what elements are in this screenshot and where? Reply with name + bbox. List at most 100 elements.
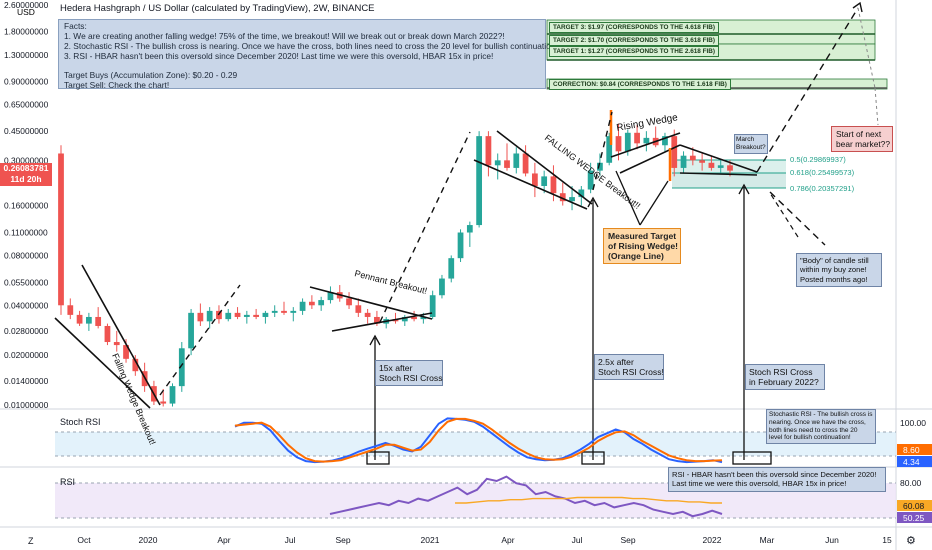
candle-body-4 [95, 316, 102, 326]
candle-body-72 [727, 165, 733, 171]
cross-box-2 [581, 451, 605, 465]
candle-body-47 [494, 160, 501, 166]
y-tick-8: 0.11000000 [4, 228, 48, 238]
candle-body-52 [541, 176, 548, 186]
measured-line-2: of Rising Wedge! [608, 241, 679, 251]
candle-body-41 [439, 278, 445, 296]
candle-body-49 [513, 153, 520, 168]
bear-market-note: Start of next bear market?? [831, 126, 893, 152]
arrow-measured-2 [639, 180, 669, 226]
rsi-ma-value: 60.08 [903, 501, 925, 511]
feb-line-2: in February 2022? [749, 377, 819, 387]
feb-cross-note: Stoch RSI Cross in February 2022? [745, 364, 825, 390]
candle-body-22 [262, 312, 269, 317]
candle-body-43 [457, 232, 464, 259]
current-price: 0.26083781 [3, 163, 49, 173]
y-tick-6: 0.30000000 [4, 155, 49, 165]
candle-body-2 [76, 314, 83, 324]
chart-title: Hedera Hashgraph / US Dollar (calculated… [60, 3, 375, 14]
dashed-proj-3 [592, 111, 613, 191]
time-axis: Oct 2020 Apr Jul Sep 2021 Apr Jul Sep 2022 Mar Jun 1… [77, 535, 892, 545]
candle-body-24 [281, 310, 287, 313]
target-1-label: TARGET 1: $1.27 (CORRESPONDS TO THE 2.61… [549, 46, 720, 57]
x-tick-4: Sep [335, 535, 350, 545]
measured-line-1: Measured Target [608, 231, 677, 241]
candle-body-62 [634, 132, 640, 144]
candle-body-32 [355, 305, 362, 313]
measured-line-3: (Orange Line) [608, 251, 664, 261]
left-wedge-lower [81, 264, 161, 406]
candle-body-25 [290, 310, 297, 313]
left-wedge-upper [54, 317, 151, 409]
y-tick-3: 0.90000000 [4, 76, 49, 86]
current-price-tag: 0.26083781 11d 20h [0, 163, 52, 186]
facts-buys: Target Buys (Accumulation Zone): $0.20 -… [64, 69, 238, 80]
candle-body-19 [234, 312, 241, 317]
body-line-1: "Body" of candle still [800, 256, 869, 265]
candle-body-26 [299, 301, 306, 311]
candle-body-29 [327, 292, 334, 301]
stoch-k-value: 4.34 [903, 457, 920, 467]
candle-body-5 [104, 325, 111, 343]
candle-body-34 [374, 316, 380, 324]
rising-wedge-upper [610, 132, 681, 158]
stoch-note-4: level for bullish continuation! [769, 434, 851, 442]
rsi-top-value: 80.00 [900, 478, 922, 488]
candle-body-59 [606, 136, 613, 163]
y-tick-9: 0.08000000 [4, 250, 49, 260]
correction-label: CORRECTION: $0.84 (CORRESPONDS TO THE 1.… [549, 79, 731, 90]
cross-box-3 [732, 451, 772, 465]
rsi-note-1: RSI - HBAR hasn't been this oversold sin… [672, 470, 877, 479]
dashed-proj-bear-2 [874, 87, 879, 126]
stoch-d-value: 8.60 [903, 445, 920, 455]
cross-box-1 [366, 451, 390, 465]
candle-body-55 [569, 197, 575, 202]
march-breakout-note: March Breakout? [734, 134, 768, 154]
candle-body-51 [531, 173, 538, 186]
candle-body-3 [85, 316, 92, 324]
rsi-panel-label: RSI [60, 477, 75, 487]
zoom-icon[interactable]: Z [28, 536, 34, 546]
candle-body-57 [587, 170, 594, 190]
y-tick-5: 0.45000000 [4, 126, 49, 136]
candle-body-67 [680, 155, 687, 168]
drawings-group [54, 1, 879, 465]
x-tick-0: Oct [77, 535, 91, 545]
candle-body-1 [67, 305, 74, 315]
y-tick-14: 0.01400000 [4, 376, 49, 386]
y-tick-13: 0.02000000 [4, 350, 49, 360]
candle-body-48 [504, 160, 510, 168]
y-tick-4: 0.65000000 [4, 100, 49, 110]
candle-body-45 [476, 136, 483, 226]
fib-05-label: 0.5(0.29869937) [790, 155, 846, 164]
x-tick-5: 2021 [421, 535, 440, 545]
stoch-k-tag [897, 456, 932, 467]
dashed-proj-1 [159, 284, 241, 396]
x-tick-3: Jul [285, 535, 296, 545]
mid-wedge-upper [496, 130, 593, 205]
y-tick-2: 1.30000000 [4, 50, 49, 60]
candle-body-70 [708, 162, 715, 168]
y-tick-10: 0.05500000 [4, 277, 49, 287]
current-wedge-upper [679, 144, 758, 173]
stoch-top-value: 100.00 [900, 418, 926, 428]
x-tick-1: 2020 [139, 535, 158, 545]
body-line-3: Posted months ago! [800, 274, 868, 284]
arrow-measured-1 [615, 170, 641, 226]
arrow-up-head [852, 1, 863, 13]
price-axis: 2.60000000 1.80000000 1.30000000 0.90000000… [4, 0, 49, 410]
y-tick-15: 0.01000000 [4, 400, 49, 410]
x25-line-2: Stoch RSI Cross! [598, 367, 664, 377]
x15-note: 15x after Stoch RSI Cross [375, 360, 443, 386]
x-tick-8: Sep [620, 535, 635, 545]
settings-gear-icon[interactable]: ⚙ [906, 535, 916, 547]
rsi-note-2: Last time we were this oversold, HBAR 15… [672, 479, 847, 489]
arrow-15x-head [369, 334, 381, 346]
candle-body-7 [123, 345, 129, 359]
candle-body-56 [578, 189, 585, 198]
candle-body-68 [689, 155, 696, 161]
candle-body-6 [113, 342, 120, 346]
candle-body-46 [485, 136, 492, 166]
candle-body-40 [429, 295, 436, 317]
